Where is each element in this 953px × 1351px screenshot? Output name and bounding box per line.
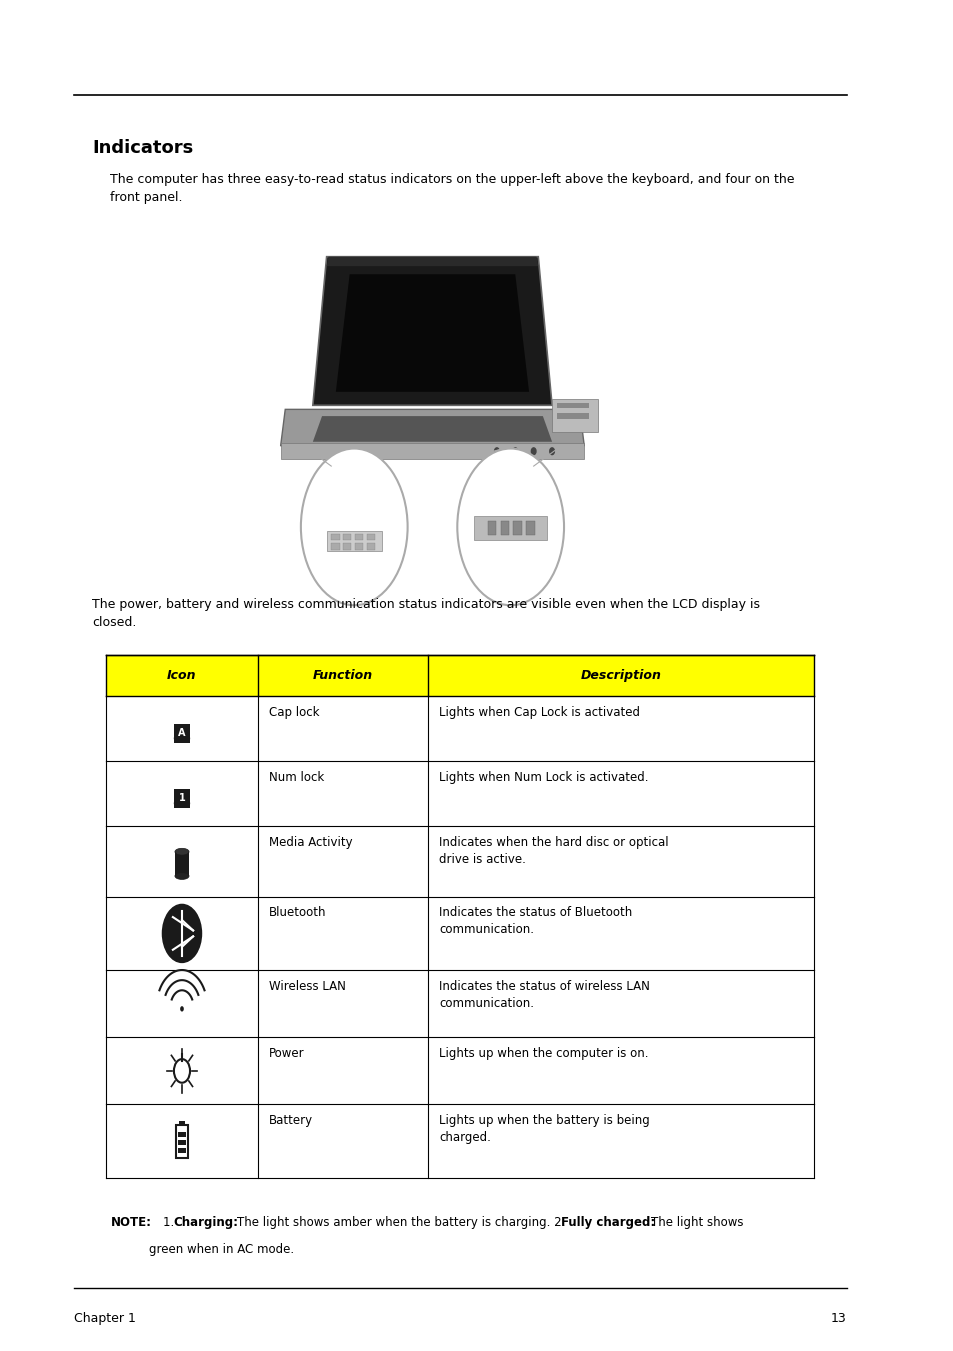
Circle shape — [300, 449, 407, 605]
Bar — [106, 897, 814, 970]
Bar — [106, 655, 814, 696]
Text: Wireless LAN: Wireless LAN — [269, 979, 346, 993]
Text: Indicates the status of Bluetooth
communication.: Indicates the status of Bluetooth commun… — [438, 907, 632, 936]
Text: Description: Description — [580, 669, 661, 682]
Text: Indicators: Indicators — [91, 139, 193, 157]
Text: 1: 1 — [178, 793, 185, 802]
Bar — [367, 534, 375, 540]
Bar — [343, 543, 351, 550]
Circle shape — [162, 904, 202, 963]
Text: 1.: 1. — [163, 1216, 177, 1229]
Text: A: A — [178, 728, 186, 738]
Circle shape — [456, 449, 563, 605]
Text: Bluetooth: Bluetooth — [269, 907, 326, 919]
Bar — [178, 1132, 185, 1136]
Bar — [343, 534, 351, 540]
Bar — [173, 724, 190, 743]
Polygon shape — [313, 257, 552, 405]
Ellipse shape — [174, 873, 189, 880]
Bar — [106, 1105, 814, 1178]
Text: 13: 13 — [830, 1312, 845, 1325]
Bar — [500, 521, 508, 535]
Bar — [526, 521, 534, 535]
Text: NOTE:: NOTE: — [111, 1216, 152, 1229]
Bar — [552, 399, 598, 432]
Bar — [106, 696, 814, 762]
Bar — [331, 534, 339, 540]
Polygon shape — [313, 416, 552, 442]
Bar — [179, 1121, 184, 1124]
Bar — [178, 1148, 185, 1154]
Text: The power, battery and wireless communication status indicators are visible even: The power, battery and wireless communic… — [91, 598, 760, 630]
Text: Num lock: Num lock — [269, 771, 324, 784]
Bar — [174, 851, 189, 875]
Circle shape — [549, 449, 554, 455]
Text: Fully charged:: Fully charged: — [560, 1216, 655, 1229]
Bar — [474, 516, 547, 540]
Text: Function: Function — [313, 669, 373, 682]
Text: Cap lock: Cap lock — [269, 705, 319, 719]
Bar — [106, 970, 814, 1038]
Polygon shape — [280, 409, 583, 446]
Circle shape — [513, 449, 517, 455]
Bar — [367, 543, 375, 550]
Bar — [280, 443, 583, 459]
Circle shape — [180, 1006, 184, 1012]
Text: Lights up when the computer is on.: Lights up when the computer is on. — [438, 1047, 648, 1059]
Text: Power: Power — [269, 1047, 305, 1059]
Bar — [106, 827, 814, 897]
Polygon shape — [326, 257, 537, 266]
Bar — [331, 543, 339, 550]
Text: Lights up when the battery is being
charged.: Lights up when the battery is being char… — [438, 1115, 649, 1144]
Text: Chapter 1: Chapter 1 — [73, 1312, 135, 1325]
Text: green when in AC mode.: green when in AC mode. — [149, 1243, 294, 1256]
Text: Indicates when the hard disc or optical
drive is active.: Indicates when the hard disc or optical … — [438, 836, 668, 866]
Bar — [487, 521, 496, 535]
Text: Media Activity: Media Activity — [269, 836, 353, 848]
Bar — [557, 413, 588, 419]
Circle shape — [531, 449, 536, 455]
Text: Icon: Icon — [167, 669, 196, 682]
Text: Lights when Cap Lock is activated: Lights when Cap Lock is activated — [438, 705, 639, 719]
Text: Lights when Num Lock is activated.: Lights when Num Lock is activated. — [438, 771, 648, 784]
Text: Indicates the status of wireless LAN
communication.: Indicates the status of wireless LAN com… — [438, 979, 649, 1009]
Bar — [355, 534, 363, 540]
Bar — [173, 789, 190, 808]
Text: The light shows amber when the battery is charging. 2.: The light shows amber when the battery i… — [237, 1216, 569, 1229]
Bar — [178, 1140, 185, 1146]
Bar — [557, 403, 588, 408]
Text: The light shows: The light shows — [651, 1216, 743, 1229]
Text: Battery: Battery — [269, 1115, 313, 1127]
Circle shape — [494, 449, 498, 455]
Bar — [355, 543, 363, 550]
Bar — [106, 762, 814, 827]
Ellipse shape — [174, 848, 189, 855]
Bar — [106, 1038, 814, 1105]
Bar — [513, 521, 521, 535]
Bar — [326, 531, 381, 551]
Bar — [175, 1124, 188, 1158]
Text: Charging:: Charging: — [172, 1216, 237, 1229]
Polygon shape — [335, 274, 529, 392]
Text: The computer has three easy-to-read status indicators on the upper-left above th: The computer has three easy-to-read stat… — [111, 173, 794, 204]
